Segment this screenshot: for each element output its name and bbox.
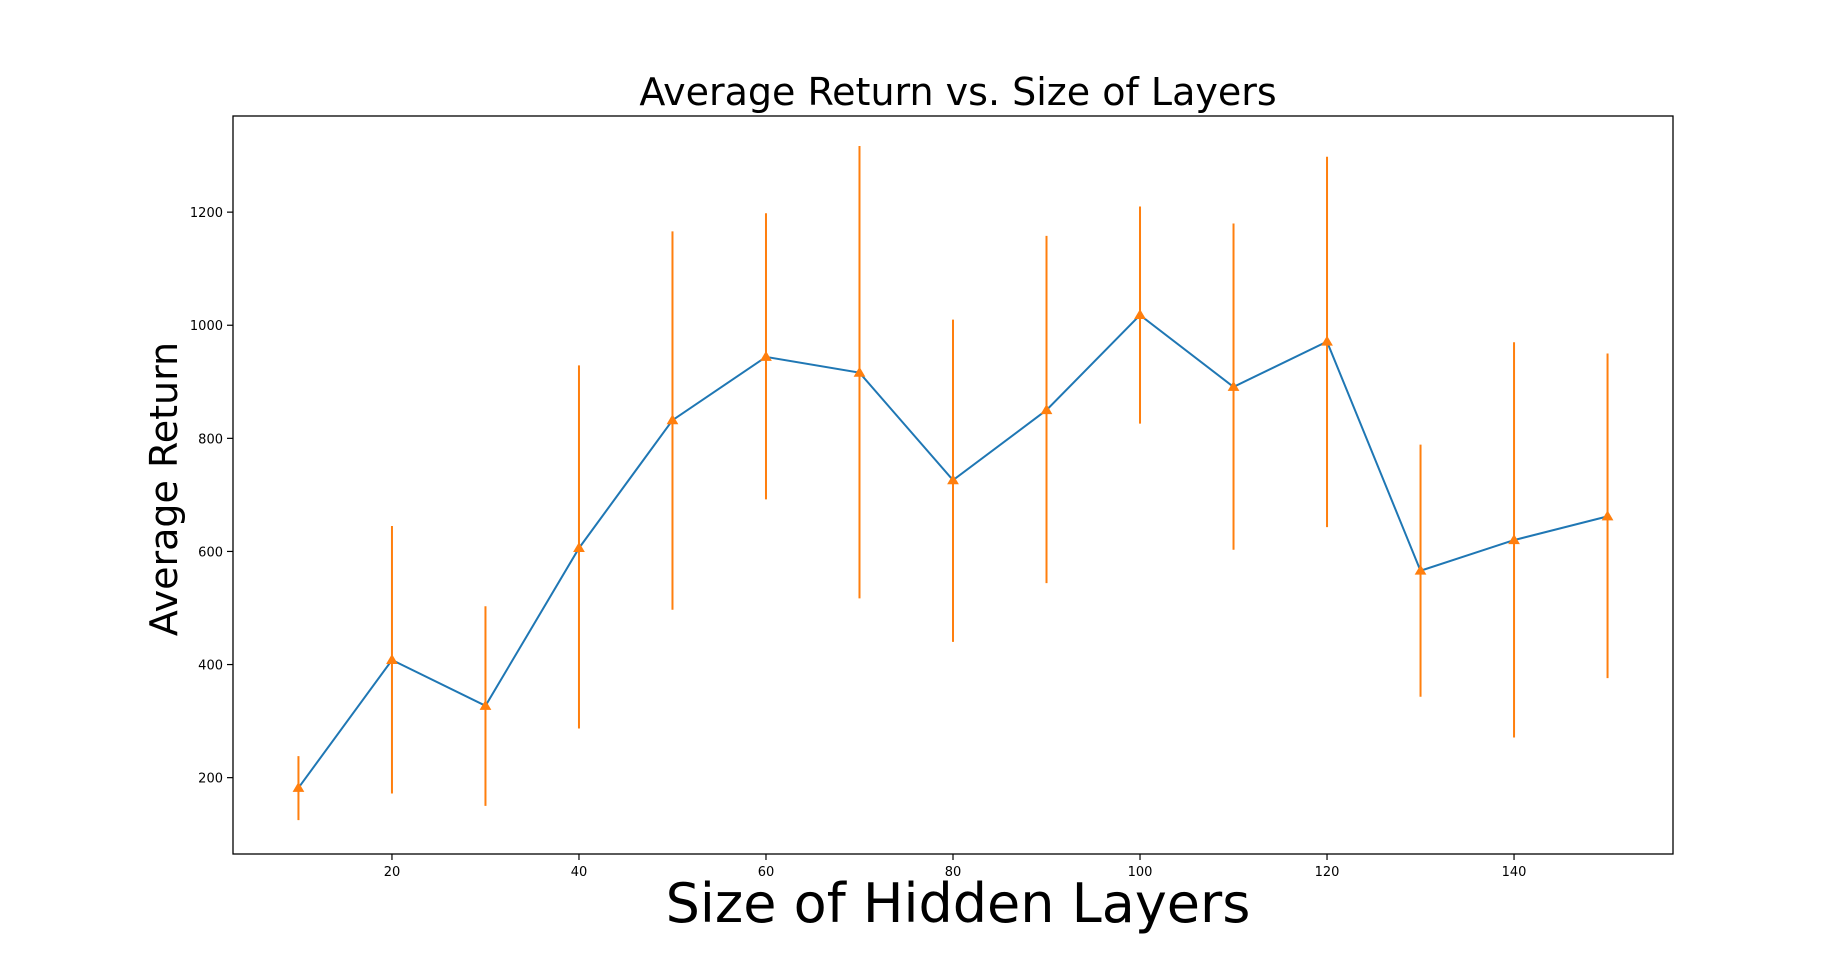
y-tick-label: 600	[198, 545, 223, 560]
x-tick-label: 80	[945, 865, 962, 880]
y-tick-label: 200	[198, 772, 223, 787]
y-axis-label: Average Return	[142, 342, 186, 636]
y-tick-label: 400	[198, 659, 223, 674]
data-point-marker	[760, 350, 772, 361]
plot-frame	[232, 115, 1674, 855]
data-point-marker	[666, 414, 679, 425]
data-point-marker	[292, 781, 305, 792]
x-tick-label: 140	[1502, 865, 1527, 880]
data-point-marker	[573, 542, 585, 553]
x-tick-label: 20	[384, 865, 401, 880]
data-point-marker	[947, 474, 959, 485]
data-point-marker	[1227, 380, 1240, 391]
data-point-marker	[1414, 564, 1427, 575]
data-point-marker	[853, 366, 866, 377]
x-tick-label: 120	[1315, 865, 1340, 880]
chart-title: Average Return vs. Size of Layers	[639, 70, 1276, 114]
plot-area: 20 40 60 80 100 120 140 200 400 600 800 1000 1200	[190, 115, 1674, 880]
data-point-marker	[1321, 335, 1333, 346]
x-axis-label: Size of Hidden Layers	[666, 872, 1251, 935]
y-tick-label: 800	[198, 432, 223, 447]
x-tick-label: 100	[1128, 865, 1153, 880]
data-point-marker	[479, 699, 492, 710]
y-tick-label: 1000	[190, 319, 223, 334]
x-tick-label: 60	[758, 865, 775, 880]
data-point-marker	[386, 654, 398, 665]
x-tick-label: 40	[571, 865, 588, 880]
y-tick-label: 1200	[190, 206, 223, 221]
data-point-marker	[1134, 309, 1146, 320]
data-point-marker	[1601, 510, 1614, 521]
data-point-marker	[1040, 404, 1053, 415]
data-point-marker	[1508, 534, 1520, 545]
